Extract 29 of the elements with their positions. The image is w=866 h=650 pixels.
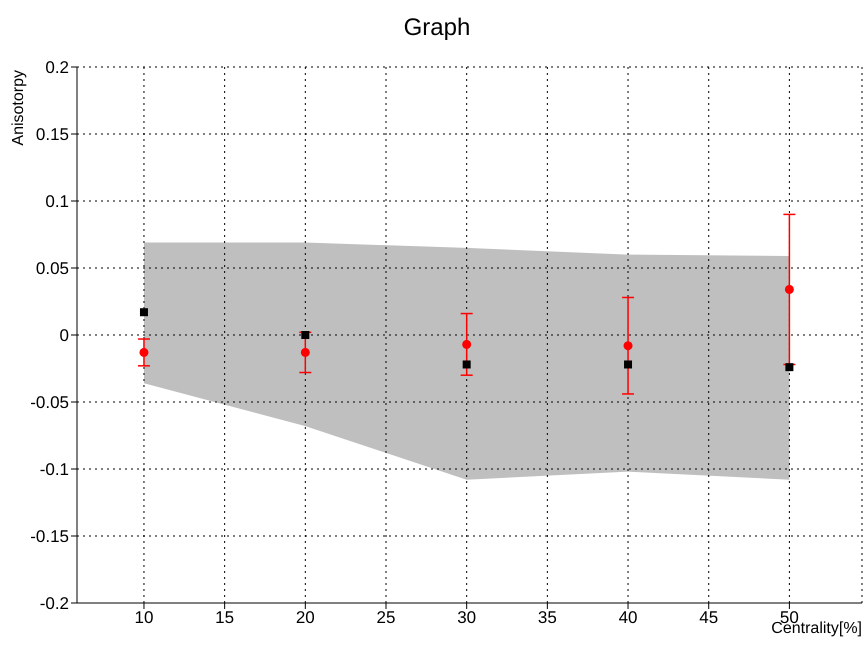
- x-tick-label: 45: [699, 608, 718, 628]
- point: [784, 284, 794, 294]
- y-tick-label: 0.15: [36, 125, 69, 144]
- y-tick-label: -0.2: [40, 594, 69, 614]
- x-tick-label: 40: [618, 608, 638, 628]
- point: [624, 341, 633, 350]
- y-tick-label: -0.15: [30, 527, 69, 546]
- point: [462, 340, 472, 349]
- y-tick-label: -0.05: [30, 393, 69, 412]
- point: [301, 331, 310, 339]
- y-tick-label: 0.1: [45, 192, 69, 212]
- point: [785, 363, 794, 372]
- point: [140, 308, 148, 316]
- chart-title: Graph: [402, 14, 472, 42]
- y-tick-label: 0: [60, 326, 69, 346]
- x-tick-label: 20: [296, 608, 315, 628]
- y-tick-label: 0.05: [36, 259, 69, 278]
- y-tick-label: -0.1: [40, 460, 69, 480]
- y-axis-title: Anisotorpy: [10, 70, 28, 146]
- point: [139, 348, 148, 357]
- x-tick-label: 10: [134, 608, 154, 628]
- x-tick-label: 15: [215, 608, 234, 628]
- point: [300, 348, 310, 357]
- x-tick-label: 35: [538, 608, 557, 628]
- y-tick-label: 0.2: [45, 58, 69, 78]
- x-tick-label: 25: [376, 608, 396, 628]
- x-tick-label: 30: [457, 608, 476, 628]
- point: [462, 360, 471, 368]
- point: [624, 360, 632, 368]
